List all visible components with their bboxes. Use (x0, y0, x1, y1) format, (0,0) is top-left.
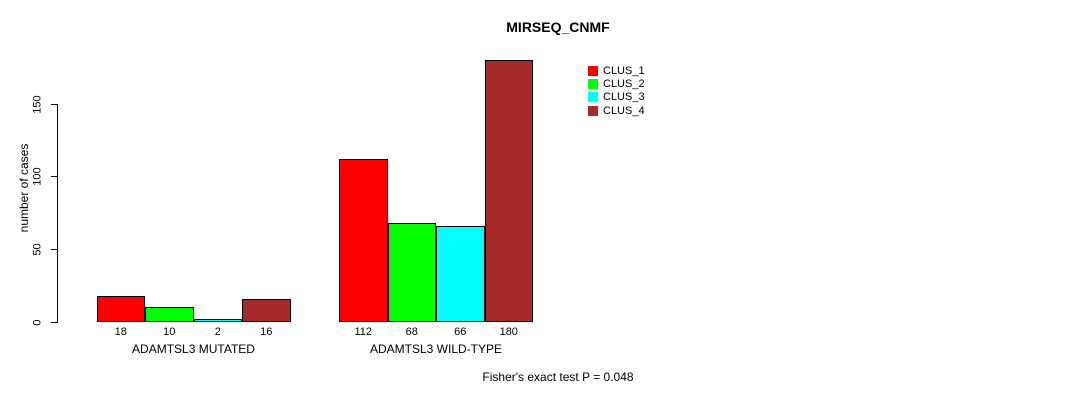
legend-row-clus_1: CLUS_1 (588, 64, 645, 77)
y-axis-label: number of cases (17, 143, 31, 233)
bar-clus_2-group1 (145, 307, 194, 322)
x-axis-group-label: ADAMTSL3 WILD-TYPE (369, 342, 503, 356)
bar-value-label: 18 (114, 326, 127, 338)
y-tick-label: 50 (31, 243, 44, 256)
fisher-test-annotation: Fisher's exact test P = 0.048 (482, 370, 634, 384)
y-tick-mark (51, 176, 58, 178)
legend-swatch-clus_3 (588, 92, 598, 103)
chart-title: MIRSEQ_CNMF (506, 19, 610, 35)
bar-clus_3-group2 (436, 226, 485, 322)
y-tick-label: 0 (31, 318, 44, 326)
legend-label-clus_4: CLUS_4 (603, 104, 645, 117)
bar-clus_4-group2 (484, 60, 533, 322)
legend-label-clus_3: CLUS_3 (603, 91, 645, 104)
legend: CLUS_1 CLUS_2 CLUS_3 CLUS_4 (588, 64, 645, 118)
y-tick-mark (51, 321, 58, 323)
bar-clus_1-group2 (339, 159, 388, 322)
bar-clus_3-group1 (193, 319, 242, 322)
y-tick-label: 150 (31, 94, 44, 114)
legend-row-clus_4: CLUS_4 (588, 104, 645, 117)
bar-value-label: 68 (405, 326, 418, 338)
bar-value-label: 10 (163, 326, 176, 338)
bar-clus_4-group1 (242, 299, 291, 322)
bar-value-label: 2 (214, 326, 221, 338)
y-axis-line (57, 103, 58, 323)
y-tick-mark (51, 103, 58, 105)
bar-value-label: 66 (454, 326, 467, 338)
bar-clus_2-group2 (387, 223, 436, 322)
legend-row-clus_3: CLUS_3 (588, 91, 645, 104)
x-axis-group-label: ADAMTSL3 MUTATED (132, 342, 255, 356)
legend-label-clus_2: CLUS_2 (603, 78, 645, 91)
legend-swatch-clus_2 (588, 79, 598, 90)
legend-swatch-clus_4 (588, 105, 598, 116)
y-tick-mark (51, 248, 58, 250)
legend-row-clus_2: CLUS_2 (588, 77, 645, 90)
legend-swatch-clus_1 (588, 65, 598, 76)
bar-value-label: 16 (260, 326, 273, 338)
y-tick-label: 100 (31, 167, 44, 186)
bar-clus_1-group1 (96, 296, 145, 322)
bar-value-label: 180 (499, 326, 518, 338)
bar-value-label: 112 (354, 326, 373, 338)
legend-label-clus_1: CLUS_1 (603, 64, 645, 77)
